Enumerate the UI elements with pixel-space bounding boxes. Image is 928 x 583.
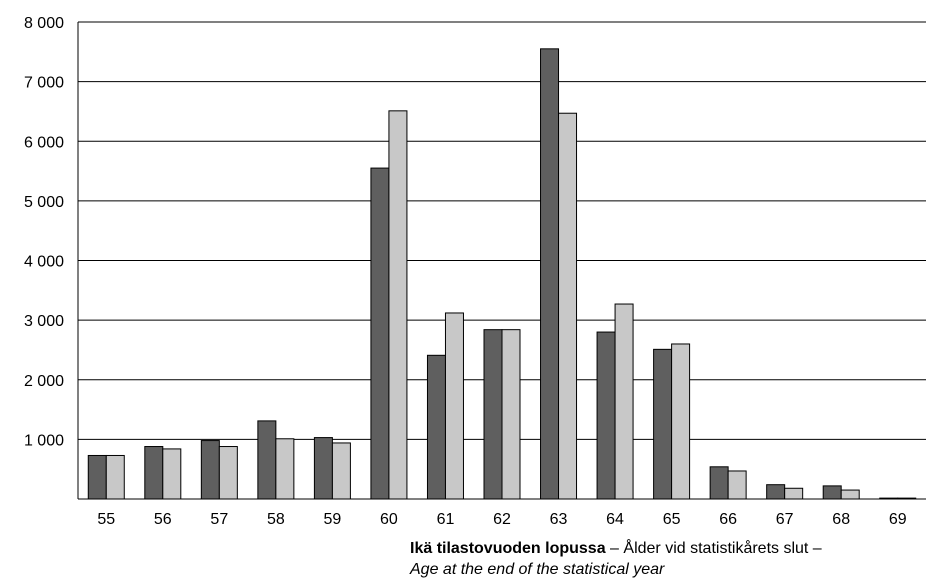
- bar-series-1-55: [87, 454, 107, 500]
- x-tick-label: 67: [776, 511, 794, 528]
- x-tick-label: 55: [97, 511, 115, 528]
- x-tick-label: 61: [437, 511, 455, 528]
- bar-series-1-66: [709, 466, 729, 500]
- x-tick-label: 64: [606, 511, 624, 528]
- bar-series-1-65: [653, 348, 673, 500]
- bar-series-1-68: [822, 485, 842, 500]
- bar-series-2-61: [444, 312, 464, 500]
- y-tick-labels: 1 000 2 000 3 000 4 000 5 000 6 000 7 000 8 000: [24, 15, 64, 449]
- bar-series-2-68: [840, 489, 860, 500]
- bar-series-2-59: [331, 442, 351, 500]
- x-tick-label: 63: [550, 511, 568, 528]
- y-tick-label: 1 000: [24, 432, 64, 449]
- y-tick-label: 7 000: [24, 75, 64, 92]
- x-tick-labels: 55 56 57 58 59 60 61 62 63 64 65 66 67 68 69: [97, 511, 906, 528]
- axes: [77, 21, 926, 500]
- bar-series-1-64: [596, 331, 616, 500]
- bar-series-1-62: [483, 329, 503, 500]
- x-tick-label: 62: [493, 511, 511, 528]
- x-tick-label: 60: [380, 511, 398, 528]
- x-axis-label-finnish: Ikä tilastovuoden lopussa: [410, 540, 606, 557]
- bars: [87, 48, 917, 500]
- y-tick-label: 2 000: [24, 373, 64, 390]
- x-axis-label-english: Age at the end of the statistical year: [410, 561, 665, 578]
- bar-series-2-56: [162, 448, 182, 500]
- bar-series-2-58: [275, 438, 295, 500]
- x-tick-label: 58: [267, 511, 285, 528]
- x-axis-label-swedish: – Ålder vid statistikårets slut –: [605, 540, 822, 557]
- x-tick-label: 69: [889, 511, 907, 528]
- bar-series-1-58: [257, 420, 277, 500]
- bar-series-1-63: [540, 48, 560, 500]
- x-tick-label: 65: [663, 511, 681, 528]
- x-tick-label: 66: [719, 511, 737, 528]
- bar-series-1-67: [766, 484, 786, 500]
- bar-series-2-63: [558, 112, 578, 500]
- x-tick-label: 59: [324, 511, 342, 528]
- x-tick-label: 57: [210, 511, 228, 528]
- x-tick-label: 68: [832, 511, 850, 528]
- bar-series-1-60: [370, 167, 390, 500]
- y-tick-label: 4 000: [24, 254, 64, 271]
- bar-series-2-57: [218, 446, 238, 500]
- x-axis-label: Ikä tilastovuoden lopussa – Ålder vid st…: [410, 538, 925, 580]
- bar-series-1-56: [144, 446, 164, 500]
- bar-series-2-62: [501, 329, 521, 500]
- x-tick-label: 56: [154, 511, 172, 528]
- gridlines: [78, 21, 926, 440]
- bar-series-2-67: [784, 487, 804, 500]
- bar-series-2-64: [614, 303, 634, 500]
- y-tick-label: 3 000: [24, 313, 64, 330]
- bar-series-2-60: [388, 110, 408, 500]
- bar-series-2-55: [105, 454, 125, 500]
- y-tick-label: 6 000: [24, 134, 64, 151]
- bar-series-1-57: [200, 440, 220, 500]
- bar-series-2-65: [671, 343, 691, 500]
- y-tick-label: 8 000: [24, 15, 64, 32]
- bar-series-1-59: [313, 437, 333, 500]
- bar-series-1-61: [426, 354, 446, 500]
- y-tick-label: 5 000: [24, 194, 64, 211]
- bar-series-2-66: [727, 470, 747, 500]
